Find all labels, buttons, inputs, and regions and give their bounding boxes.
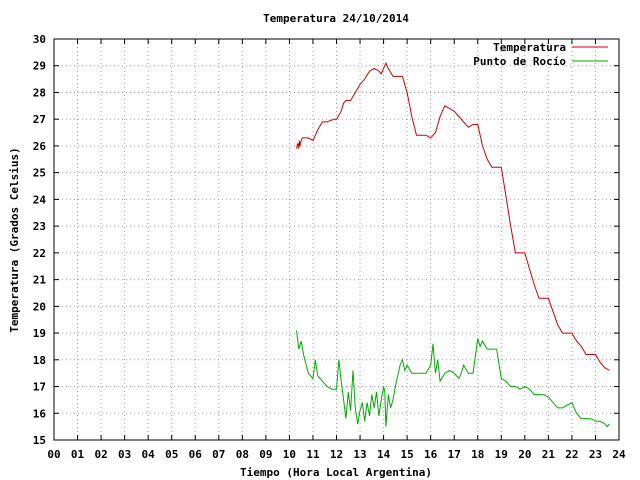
x-tick-label: 12 <box>330 448 343 461</box>
x-tick-label: 09 <box>259 448 272 461</box>
x-tick-label: 17 <box>448 448 461 461</box>
x-tick-label: 18 <box>471 448 484 461</box>
y-tick-label: 17 <box>33 381 46 394</box>
y-axis: 15 16 17 18 19 20 21 22 23 24 25 26 27 28 29 30 <box>33 33 619 447</box>
y-tick-label: 26 <box>33 140 47 153</box>
x-tick-label: 22 <box>565 448 578 461</box>
x-tick-label: 16 <box>424 448 438 461</box>
x-tick-label: 20 <box>518 448 531 461</box>
y-tick-label: 29 <box>33 60 46 73</box>
y-tick-label: 25 <box>33 167 46 180</box>
x-tick-label: 05 <box>165 448 178 461</box>
legend-label: Punto de Rocío <box>473 55 566 68</box>
x-tick-label: 23 <box>589 448 602 461</box>
x-axis-label: Tiempo (Hora Local Argentina) <box>240 466 432 479</box>
x-axis: 00 01 02 03 04 05 06 07 08 09 10 11 12 13 14 15 16 17 18 19… <box>47 39 626 461</box>
series-line-temperatura <box>296 61 610 371</box>
y-tick-label: 18 <box>33 354 46 367</box>
series-lines <box>296 61 610 428</box>
x-tick-label: 00 <box>47 448 60 461</box>
grid <box>54 39 619 440</box>
x-tick-label: 07 <box>212 448 225 461</box>
x-tick-label: 06 <box>189 448 203 461</box>
y-tick-label: 15 <box>33 434 46 447</box>
x-tick-label: 21 <box>542 448 556 461</box>
x-tick-label: 19 <box>495 448 508 461</box>
plot-frame <box>53 38 620 441</box>
y-tick-label: 19 <box>33 327 46 340</box>
y-tick-label: 23 <box>33 220 46 233</box>
y-tick-label: 16 <box>33 407 47 420</box>
y-tick-label: 28 <box>33 86 46 99</box>
legend-label: Temperatura <box>493 41 566 54</box>
x-tick-label: 01 <box>71 448 85 461</box>
y-tick-label: 27 <box>33 113 46 126</box>
x-tick-label: 03 <box>118 448 131 461</box>
y-axis-label: Temperatura (Grados Celsius) <box>8 147 21 332</box>
x-tick-label: 14 <box>377 448 391 461</box>
y-tick-label: 20 <box>33 300 46 313</box>
x-tick-label: 13 <box>353 448 366 461</box>
x-tick-label: 24 <box>612 448 626 461</box>
y-tick-label: 21 <box>33 274 47 287</box>
chart-title: Temperatura 24/10/2014 <box>263 12 409 25</box>
x-tick-label: 04 <box>142 448 156 461</box>
x-tick-label: 02 <box>94 448 107 461</box>
x-tick-label: 10 <box>283 448 296 461</box>
y-tick-label: 30 <box>33 33 46 46</box>
y-tick-label: 24 <box>33 193 47 206</box>
series-line-punto-de-rocio <box>296 330 610 428</box>
x-tick-label: 15 <box>401 448 414 461</box>
y-tick-label: 22 <box>33 247 46 260</box>
x-tick-label: 11 <box>306 448 320 461</box>
x-tick-label: 08 <box>236 448 249 461</box>
